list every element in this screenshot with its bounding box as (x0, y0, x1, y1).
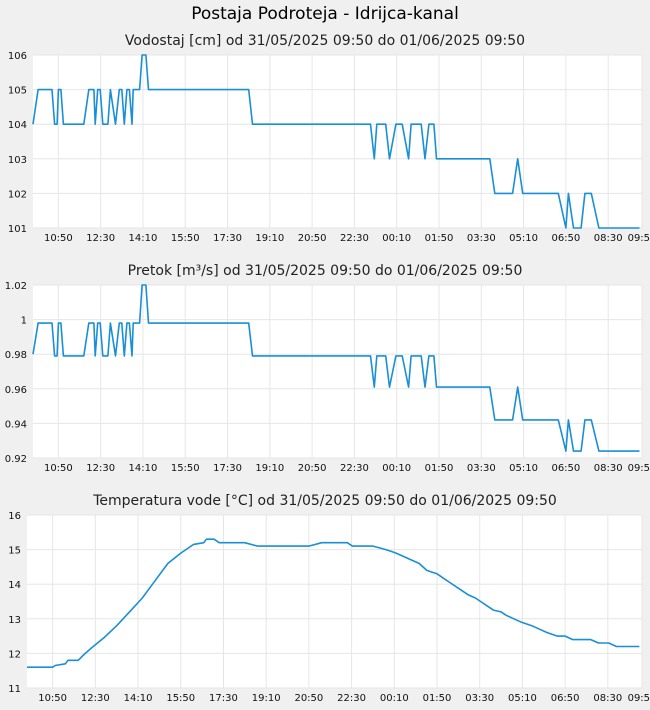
x-tick-label: 12:30 (86, 233, 115, 244)
chart-title: Vodostaj [cm] od 31/05/2025 09:50 do 01/… (125, 33, 525, 49)
x-tick-label: 12:30 (81, 693, 110, 704)
y-tick-label: 1.02 (5, 281, 27, 292)
y-tick-label: 1 (21, 316, 27, 327)
y-tick-label: 106 (8, 51, 27, 62)
x-tick-label: 22:30 (340, 463, 369, 474)
y-tick-label: 16 (8, 511, 21, 522)
plot-area (27, 515, 642, 688)
chart-title: Pretok [m³/s] od 31/05/2025 09:50 do 01/… (128, 263, 523, 279)
x-tick-label: 06:50 (551, 463, 580, 474)
x-tick-label: 10:50 (38, 693, 67, 704)
x-tick-label: 01:50 (425, 463, 454, 474)
y-tick-label: 13 (8, 615, 21, 626)
x-tick-label: 19:10 (252, 693, 281, 704)
x-tick-label: 06:50 (551, 233, 580, 244)
x-tick-label: 17:30 (213, 233, 242, 244)
x-tick-label: 05:10 (509, 233, 538, 244)
y-tick-label: 105 (8, 86, 27, 97)
y-tick-label: 104 (8, 120, 27, 131)
x-tick-label: 08:30 (594, 463, 623, 474)
x-tick-label: 00:10 (380, 693, 409, 704)
x-tick-label: 14:10 (129, 233, 158, 244)
chart-3: Temperatura vode [°C] od 31/05/2025 09:5… (8, 493, 650, 704)
chart-title: Temperatura vode [°C] od 31/05/2025 09:5… (92, 493, 557, 509)
x-tick-label: 09:50 (628, 693, 650, 704)
plot-area (33, 55, 642, 228)
y-tick-label: 102 (8, 189, 27, 200)
x-tick-label: 00:10 (382, 463, 411, 474)
x-tick-label: 01:50 (425, 233, 454, 244)
x-tick-label: 20:50 (294, 693, 323, 704)
x-tick-label: 10:50 (44, 463, 73, 474)
x-tick-label: 15:50 (171, 463, 200, 474)
chart-1: Vodostaj [cm] od 31/05/2025 09:50 do 01/… (8, 33, 650, 244)
x-tick-label: 19:10 (255, 463, 284, 474)
x-tick-label: 12:30 (86, 463, 115, 474)
page-title: Postaja Podroteja - Idrijca-kanal (191, 4, 459, 24)
y-tick-label: 103 (8, 155, 27, 166)
x-tick-label: 15:50 (166, 693, 195, 704)
plot-area (33, 285, 642, 458)
x-tick-label: 17:30 (213, 463, 242, 474)
series-line (32, 284, 640, 452)
x-tick-label: 22:30 (340, 233, 369, 244)
y-tick-label: 0.98 (5, 350, 27, 361)
x-tick-label: 14:10 (129, 463, 158, 474)
x-tick-label: 09:50 (628, 233, 650, 244)
x-tick-label: 05:10 (508, 693, 537, 704)
x-tick-label: 06:50 (551, 693, 580, 704)
x-tick-label: 05:10 (509, 463, 538, 474)
x-tick-label: 09:50 (628, 463, 650, 474)
x-tick-label: 03:30 (465, 693, 494, 704)
x-tick-label: 10:50 (44, 233, 73, 244)
x-tick-label: 01:50 (423, 693, 452, 704)
y-tick-label: 12 (8, 649, 21, 660)
y-tick-label: 15 (8, 546, 21, 557)
x-tick-label: 14:10 (124, 693, 153, 704)
series-line (27, 538, 640, 669)
series-line (32, 54, 640, 229)
x-tick-label: 08:30 (593, 693, 622, 704)
x-tick-label: 20:50 (298, 463, 327, 474)
chart-2: Pretok [m³/s] od 31/05/2025 09:50 do 01/… (5, 263, 650, 474)
x-tick-label: 03:30 (467, 463, 496, 474)
x-tick-label: 03:30 (467, 233, 496, 244)
x-tick-label: 20:50 (298, 233, 327, 244)
y-tick-label: 14 (8, 580, 21, 591)
x-tick-label: 08:30 (594, 233, 623, 244)
y-tick-label: 101 (8, 224, 27, 235)
x-tick-label: 17:30 (209, 693, 238, 704)
y-tick-label: 0.94 (5, 419, 27, 430)
x-tick-label: 19:10 (255, 233, 284, 244)
x-tick-label: 22:30 (337, 693, 366, 704)
y-tick-label: 11 (8, 684, 21, 695)
y-tick-label: 0.96 (5, 385, 27, 396)
y-tick-label: 0.92 (5, 454, 27, 465)
x-tick-label: 00:10 (382, 233, 411, 244)
x-tick-label: 15:50 (171, 233, 200, 244)
